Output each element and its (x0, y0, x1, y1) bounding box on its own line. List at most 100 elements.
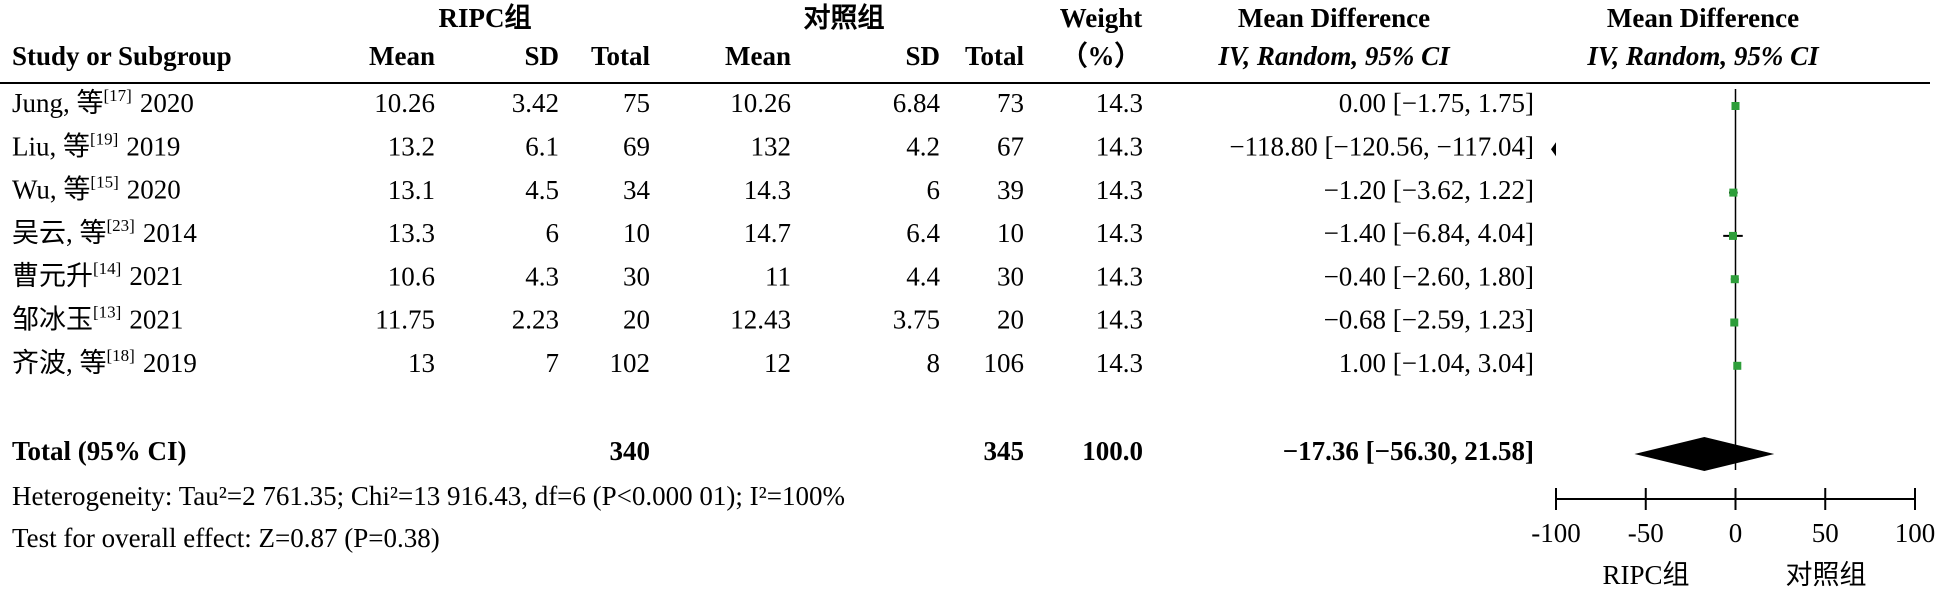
study-name: Wu, 等[15] 2020 (12, 173, 181, 205)
study-ref: [18] (107, 346, 135, 365)
x-tick-label: -50 (1628, 518, 1664, 548)
ctrl-cell: 3.75 (893, 305, 940, 335)
effect-marker (1733, 361, 1742, 370)
summary-diamond (1634, 437, 1775, 471)
total-ctrl: 345 (984, 436, 1025, 466)
study-author: Jung, 等 (12, 88, 104, 118)
group-header: RIPC组 (439, 2, 532, 33)
ctrl-cell: 6 (927, 175, 941, 205)
study-name: 曹元升[14] 2021 (12, 259, 183, 291)
exp-cell: 2.23 (512, 305, 559, 335)
exp-cell: 13 (408, 348, 435, 378)
exp-cell: 13.2 (388, 132, 435, 162)
column-header: Mean (369, 41, 435, 71)
effect-marker (1728, 231, 1737, 240)
weight-cell: 14.3 (1096, 218, 1143, 248)
ctrl-cell: 4.4 (906, 261, 940, 291)
exp-cell: 11.75 (375, 305, 435, 335)
study-author: 吴云, 等 (12, 218, 107, 248)
ctrl-cell: 14.3 (744, 175, 791, 205)
weight-cell: 14.3 (1096, 348, 1143, 378)
weight-unit-header: （%） (1061, 41, 1142, 71)
exp-cell: 13.1 (388, 175, 435, 205)
study-year: 2014 (143, 218, 198, 248)
study-year: 2020 (127, 175, 181, 205)
study-ref: [15] (90, 173, 118, 192)
weight-cell: 14.3 (1096, 261, 1143, 291)
exp-cell: 7 (546, 348, 560, 378)
md-label: −0.68 [−2.59, 1.23] (1324, 305, 1534, 335)
md-header: Mean Difference (1238, 3, 1430, 33)
x-axis-label: 对照组 (1786, 560, 1867, 590)
total-md-label: −17.36 [−56.30, 21.58] (1283, 436, 1534, 466)
effect-marker (1731, 102, 1740, 110)
effect-marker (1730, 275, 1739, 284)
exp-cell: 10 (623, 218, 650, 248)
column-header: SD (524, 41, 559, 71)
study-year: 2021 (129, 261, 183, 291)
study-name: 邹冰玉[13] 2021 (12, 302, 183, 334)
md-label: −1.40 [−6.84, 4.04] (1324, 218, 1534, 248)
ctrl-cell: 10 (997, 218, 1024, 248)
ctrl-cell: 8 (927, 348, 941, 378)
ctrl-cell: 20 (997, 305, 1024, 335)
off-scale-arrow (1551, 142, 1556, 157)
effect-marker (1730, 318, 1739, 327)
column-header: Mean (725, 41, 791, 71)
study-author: 邹冰玉 (12, 305, 93, 335)
exp-cell: 4.3 (525, 261, 559, 291)
ctrl-cell: 39 (997, 175, 1024, 205)
weight-cell: 14.3 (1096, 305, 1143, 335)
study-name: Jung, 等[17] 2020 (12, 86, 194, 118)
study-year: 2020 (140, 88, 194, 118)
exp-cell: 20 (623, 305, 650, 335)
study-year: 2021 (129, 305, 183, 335)
exp-cell: 34 (623, 175, 651, 205)
weight-header: Weight (1060, 3, 1143, 33)
method-header: IV, Random, 95% CI (1217, 41, 1451, 71)
method-header: IV, Random, 95% CI (1586, 41, 1820, 71)
study-name: 齐波, 等[18] 2019 (12, 346, 197, 378)
ctrl-cell: 106 (984, 348, 1025, 378)
exp-cell: 6 (546, 218, 560, 248)
ctrl-cell: 10.26 (730, 88, 791, 118)
column-header: Total (591, 41, 651, 71)
md-label: −118.80 [−120.56, −117.04] (1229, 132, 1534, 162)
ctrl-cell: 12.43 (730, 305, 791, 335)
md-label: 0.00 [−1.75, 1.75] (1339, 88, 1534, 118)
ctrl-cell: 6.4 (906, 218, 940, 248)
study-author: Wu, 等 (12, 175, 90, 205)
weight-cell: 14.3 (1096, 132, 1143, 162)
exp-cell: 10.26 (374, 88, 435, 118)
ctrl-cell: 4.2 (906, 132, 940, 162)
overall-effect: Test for overall effect: Z=0.87 (P=0.38) (12, 523, 440, 553)
study-ref: [19] (90, 129, 118, 148)
exp-cell: 75 (623, 88, 650, 118)
ctrl-cell: 6.84 (893, 88, 941, 118)
md-label: −1.20 [−3.62, 1.22] (1324, 175, 1534, 205)
study-ref: [14] (93, 259, 121, 278)
ctrl-cell: 11 (765, 261, 791, 291)
weight-cell: 14.3 (1096, 88, 1143, 118)
exp-cell: 30 (623, 261, 650, 291)
md-label: 1.00 [−1.04, 3.04] (1339, 348, 1534, 378)
study-year: 2019 (126, 132, 180, 162)
exp-cell: 69 (623, 132, 650, 162)
x-tick-label: 50 (1812, 518, 1839, 548)
weight-cell: 14.3 (1096, 175, 1143, 205)
study-ref: [13] (93, 302, 121, 321)
study-name: 吴云, 等[23] 2014 (12, 216, 197, 248)
ctrl-cell: 67 (997, 132, 1024, 162)
x-axis-label: RIPC组 (1602, 560, 1689, 590)
column-header: SD (905, 41, 940, 71)
ctrl-cell: 14.7 (744, 218, 791, 248)
exp-cell: 6.1 (525, 132, 559, 162)
exp-cell: 10.6 (388, 261, 435, 291)
x-tick-label: 0 (1729, 518, 1743, 548)
total-weight: 100.0 (1082, 436, 1143, 466)
study-author: 齐波, 等 (12, 348, 107, 378)
heterogeneity: Heterogeneity: Tau²=2 761.35; Chi²=13 91… (12, 481, 845, 511)
study-ref: [17] (104, 86, 132, 105)
x-tick-label: -100 (1531, 518, 1581, 548)
study-year: 2019 (143, 348, 197, 378)
